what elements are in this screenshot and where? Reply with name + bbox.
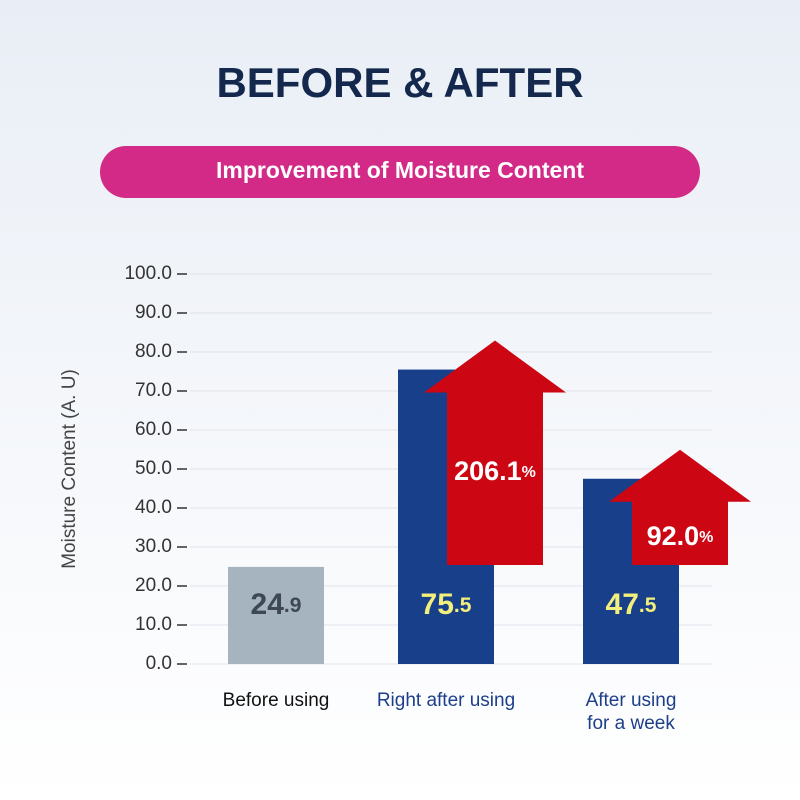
y-tick-label: 70.0 [135, 380, 172, 401]
x-tick-label: Before using [223, 690, 330, 711]
chart-title: BEFORE & AFTER [216, 59, 583, 106]
value-label: 47.5 [606, 588, 657, 621]
value-label: 24.9 [251, 588, 302, 621]
y-tick-label: 20.0 [135, 575, 172, 596]
annotation-arrow [424, 340, 566, 565]
x-tick-label: After using for a week [586, 690, 677, 734]
y-tick-label: 90.0 [135, 302, 172, 323]
y-tick-label: 50.0 [135, 458, 172, 479]
y-tick-label: 100.0 [124, 263, 172, 284]
subtitle: Improvement of Moisture Content [216, 157, 584, 183]
bar [228, 566, 324, 664]
y-tick-label: 0.0 [146, 653, 172, 674]
y-tick-label: 80.0 [135, 341, 172, 362]
y-tick-label: 40.0 [135, 497, 172, 518]
annotation-label: 92.0% [647, 521, 714, 551]
x-tick-label: Right after using [377, 690, 515, 711]
y-tick-label: 10.0 [135, 614, 172, 635]
y-tick-label: 60.0 [135, 419, 172, 440]
y-tick-label: 30.0 [135, 536, 172, 557]
subtitle-pill [100, 146, 700, 198]
y-axis-label: Moisture Content (A. U) [59, 369, 80, 569]
annotation-label: 206.1% [454, 456, 536, 486]
value-label: 75.5 [421, 588, 472, 621]
annotation-arrow [609, 449, 751, 565]
